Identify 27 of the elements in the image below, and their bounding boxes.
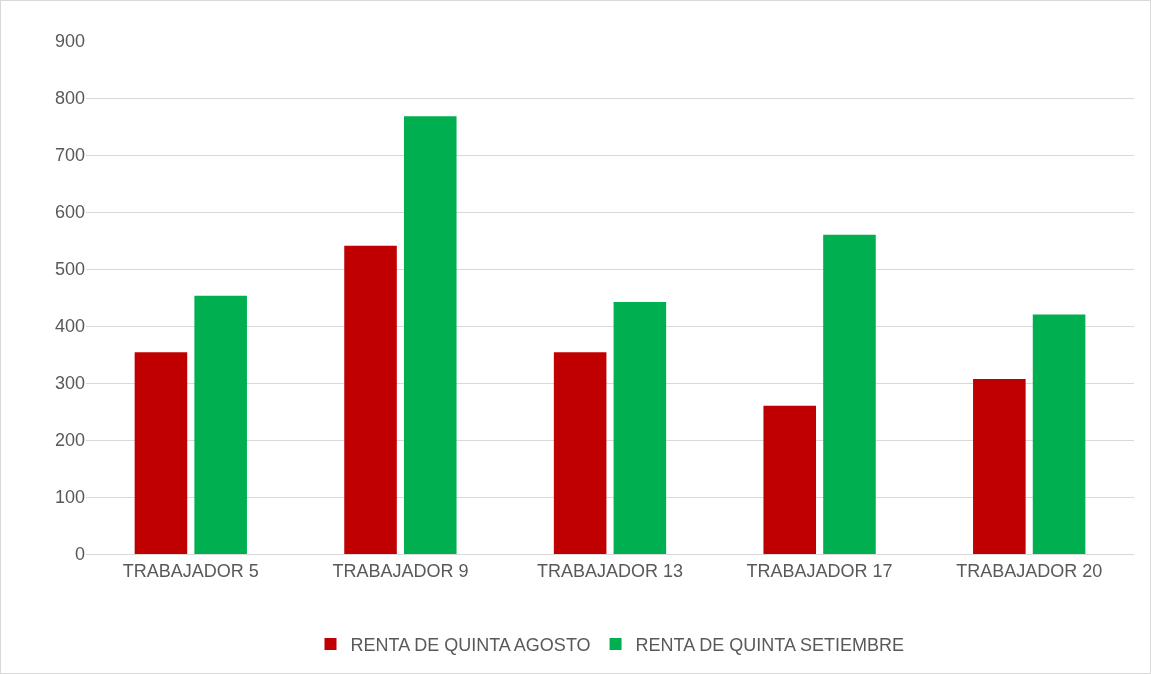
bar [403, 116, 457, 554]
y-tick-label: 0 [74, 544, 85, 565]
x-tick-label: TRABAJADOR 13 [536, 560, 684, 581]
bar [553, 352, 607, 554]
y-tick-label: 600 [54, 202, 85, 223]
legend-label: RENTA DE QUINTA SETIEMBRE [635, 635, 904, 656]
bar [613, 302, 667, 554]
y-tick-label: 100 [54, 487, 85, 508]
y-tick-label: 500 [54, 259, 85, 280]
y-tick-label: 300 [54, 373, 85, 394]
bar [763, 405, 817, 554]
bar [134, 352, 188, 554]
legend-label: RENTA DE QUINTA AGOSTO [350, 635, 591, 656]
x-tick-label: TRABAJADOR 20 [956, 560, 1103, 581]
bar [1032, 314, 1086, 554]
x-tick-label: TRABAJADOR 5 [122, 560, 259, 581]
y-tick-label: 400 [54, 316, 85, 337]
bar [344, 245, 397, 554]
y-tick-label: 700 [54, 145, 85, 166]
x-tick-label: TRABAJADOR 9 [332, 560, 469, 581]
y-tick-label: 200 [54, 430, 85, 451]
bar [973, 379, 1026, 554]
y-tick-label: 800 [54, 88, 85, 109]
bar [823, 234, 876, 554]
bar [194, 295, 247, 554]
y-tick-label: 900 [54, 31, 85, 52]
x-tick-label: TRABAJADOR 17 [746, 560, 893, 581]
